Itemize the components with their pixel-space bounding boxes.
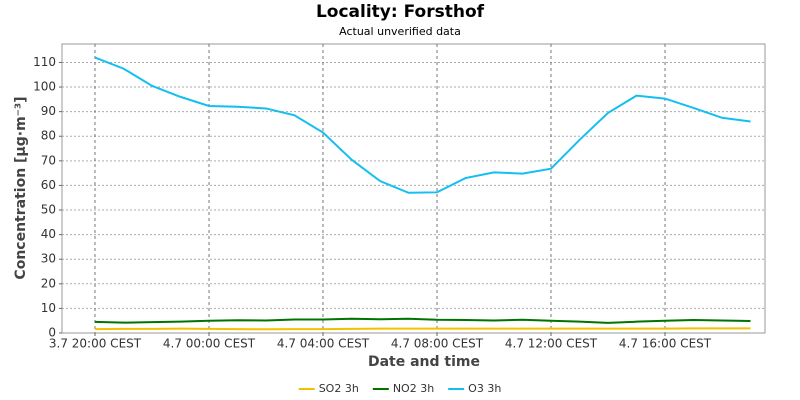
y-tick-label: 40	[41, 227, 56, 241]
y-tick-label: 30	[41, 252, 56, 266]
data-line	[94, 327, 751, 331]
x-tick-label: 4.7 12:00 CEST	[505, 337, 598, 351]
y-tick-label: 100	[33, 80, 56, 94]
chart-title: Locality: Forsthof	[316, 2, 485, 22]
data-line	[94, 317, 751, 324]
legend-label: SO2 3h	[319, 382, 359, 395]
legend-label: NO2 3h	[393, 382, 434, 395]
x-tick-label: 3.7 20:00 CEST	[49, 337, 142, 351]
y-tick-label: 10	[41, 301, 56, 315]
y-tick-label: 70	[41, 153, 56, 167]
x-tick-label: 4.7 08:00 CEST	[391, 337, 484, 351]
y-tick-label: 50	[41, 203, 56, 217]
y-tick-label: 80	[41, 129, 56, 143]
x-axis-title: Date and time	[368, 354, 480, 370]
y-tick-label: 20	[41, 276, 56, 290]
x-tick-label: 4.7 16:00 CEST	[619, 337, 712, 351]
x-tick-label: 4.7 00:00 CEST	[163, 337, 256, 351]
legend-label: O3 3h	[468, 382, 501, 395]
y-tick-label: 110	[33, 55, 56, 69]
y-tick-label: 90	[41, 104, 56, 118]
y-axis-title: Concentration [µg·m⁻³]	[13, 96, 29, 279]
y-tick-label: 60	[41, 178, 56, 192]
y-tick-label: 0	[48, 326, 56, 340]
plot-area	[61, 43, 766, 334]
x-tick-label: 4.7 04:00 CEST	[277, 337, 370, 351]
chart-subtitle: Actual unverified data	[339, 25, 461, 38]
data-line	[94, 56, 751, 194]
